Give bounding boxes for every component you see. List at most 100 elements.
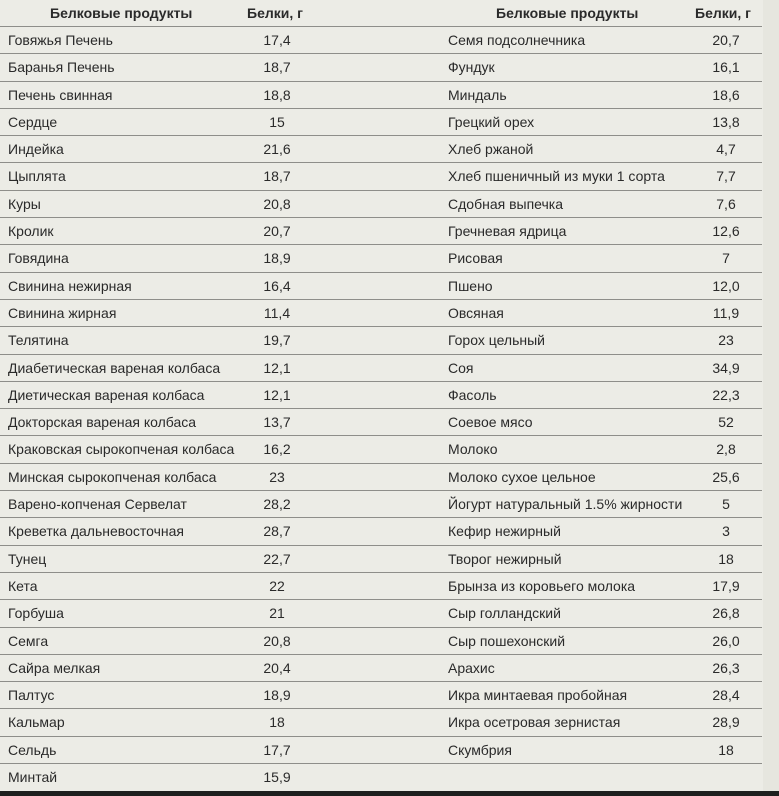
right-protein-value: 18,6 [712,86,740,103]
table-row: Краковская сырокопченая колбаса 16,2 Молок… [0,436,762,464]
table-header-row: Белковые продукты Белки, г Белковые прод… [0,0,762,27]
right-product-name: Сдобная выпечка [448,195,563,212]
header-right-protein: Белки, г [695,5,751,21]
right-product-name: Хлеб ржаной [448,141,534,158]
left-protein-value: 15,9 [263,769,291,786]
right-protein-value: 7 [722,250,730,267]
right-protein-value: 11,9 [712,304,740,321]
left-product-name: Печень свинная [8,86,113,103]
right-product-name: Рисовая [448,250,503,267]
right-product-name: Молоко сухое цельное [448,468,596,485]
table-row: Кета 22 Брынза из коровьего молока 17,9 [0,573,762,601]
table-row: Свинина нежирная 16,4 Пшено 12,0 [0,273,762,300]
table-row: Свинина жирная 11,4 Овсяная 11,9 [0,300,762,328]
right-product-name: Икра минтаевая пробойная [448,687,628,704]
right-product-name: Пшено [448,277,493,294]
left-protein-value: 16,4 [263,277,291,294]
right-protein-value: 16,1 [712,59,740,76]
right-protein-value: 28,9 [712,714,740,731]
right-product-name: Овсяная [448,304,504,321]
left-product-name: Краковская сырокопченая колбаса [8,441,235,458]
table-row: Цыплята 18,7 Хлеб пшеничный из муки 1 сорт… [0,163,762,191]
right-protein-value: 18 [718,741,734,758]
table-row: Тунец 22,7 Творог нежирный 18 [0,546,762,573]
left-protein-value: 20,4 [263,659,291,676]
left-product-name: Говяжья Печень [8,32,113,48]
right-product-name: Молоко [448,441,498,458]
right-protein-value: 3 [722,523,730,540]
left-product-name: Сердце [8,113,58,130]
left-product-name: Говядина [8,250,69,267]
left-protein-value: 13,7 [263,414,291,431]
left-protein-value: 17,4 [263,32,291,48]
left-product-name: Индейка [8,141,64,158]
left-protein-value: 15 [269,113,285,130]
left-protein-value: 19,7 [263,332,291,349]
right-protein-value: 22,3 [712,386,740,403]
left-protein-value: 20,8 [263,195,291,212]
table-row: Говяжья Печень 17,4 Семя подсолнечника 20,7 [0,27,762,55]
right-protein-value: 25,6 [712,468,740,485]
right-product-name: Арахис [448,659,495,676]
left-protein-value: 20,7 [263,223,291,240]
table-row: Семга 20,8 Сыр пошехонский 26,0 [0,628,762,655]
right-protein-value: 28,4 [712,687,740,704]
right-protein-value: 7,7 [716,168,736,185]
left-protein-value: 11,4 [263,304,291,321]
header-right-product: Белковые продукты [496,5,639,21]
table-row: Палтус 18,9 Икра минтаевая пробойная 28,4 [0,682,762,710]
right-protein-value: 12,0 [712,277,740,294]
left-product-name: Сайра мелкая [8,659,101,676]
right-edge-strip [763,0,779,791]
left-product-name: Минская сырокопченая колбаса [8,468,217,485]
table-row: Телятина 19,7 Горох цельный 23 [0,327,762,355]
right-product-name: Хлеб пшеничный из муки 1 сорта [448,168,665,185]
right-product-name: Соя [448,359,474,376]
table-row: Креветка дальневосточная 28,7 Кефир нежирн… [0,518,762,546]
left-product-name: Куры [8,195,41,212]
left-product-name: Свинина жирная [8,304,117,321]
left-product-name: Палтус [8,687,55,704]
table-row: Печень свинная 18,8 Миндаль 18,6 [0,82,762,109]
table-row: Кролик 20,7 Гречневая ядрица 12,6 [0,218,762,246]
right-product-name: Сыр пошехонский [448,632,566,649]
table-row: Диетическая вареная колбаса 12,1 Фасоль 22,… [0,382,762,410]
table-row: Диабетическая вареная колбаса 12,1 Соя 34,9 [0,355,762,382]
left-product-name: Кальмар [8,714,65,731]
left-product-name: Кета [8,577,38,594]
right-product-name: Йогурт натуральный 1.5% жирности [448,496,683,513]
right-protein-value: 23 [718,332,734,349]
table-row: Сайра мелкая 20,4 Арахис 26,3 [0,655,762,683]
table-row: Сердце 15 Грецкий орех 13,8 [0,109,762,137]
right-product-name: Брынза из коровьего молока [448,577,636,594]
right-protein-value: 26,8 [712,605,740,622]
table-row: Минская сырокопченая колбаса 23 Молоко сух… [0,464,762,492]
table-row: Варено-копченая Сервелат 28,2 Йогурт натур… [0,491,762,519]
right-product-name: Миндаль [448,86,507,103]
protein-table: Белковые продукты Белки, г Белковые прод… [0,0,762,786]
left-protein-value: 28,2 [263,496,291,513]
table-row: Сельдь 17,7 Скумбрия 18 [0,737,762,765]
right-protein-value: 17,9 [712,577,740,594]
right-protein-value: 13,8 [712,113,740,130]
right-product-name: Горох цельный [448,332,545,349]
left-product-name: Диабетическая вареная колбаса [8,359,221,376]
left-protein-value: 18,8 [263,86,291,103]
right-protein-value: 34,9 [712,359,740,376]
left-protein-value: 18 [269,714,285,731]
left-protein-value: 28,7 [263,523,291,540]
left-protein-value: 22,7 [263,550,291,567]
right-protein-value: 7,6 [716,195,736,212]
right-protein-value: 26,0 [712,632,740,649]
right-protein-value: 2,8 [716,441,736,458]
left-protein-value: 12,1 [263,386,291,403]
table-row: Индейка 21,6 Хлеб ржаной 4,7 [0,136,762,164]
header-left-product: Белковые продукты [50,5,193,21]
left-product-name: Цыплята [8,168,66,185]
table-row: Кальмар 18 Икра осетровая зернистая 28,9 [0,709,762,737]
left-protein-value: 18,7 [263,168,291,185]
left-product-name: Докторская вареная колбаса [8,414,197,431]
left-protein-value: 17,7 [263,741,291,758]
left-product-name: Свинина нежирная [8,277,132,294]
left-protein-value: 22 [269,577,285,594]
